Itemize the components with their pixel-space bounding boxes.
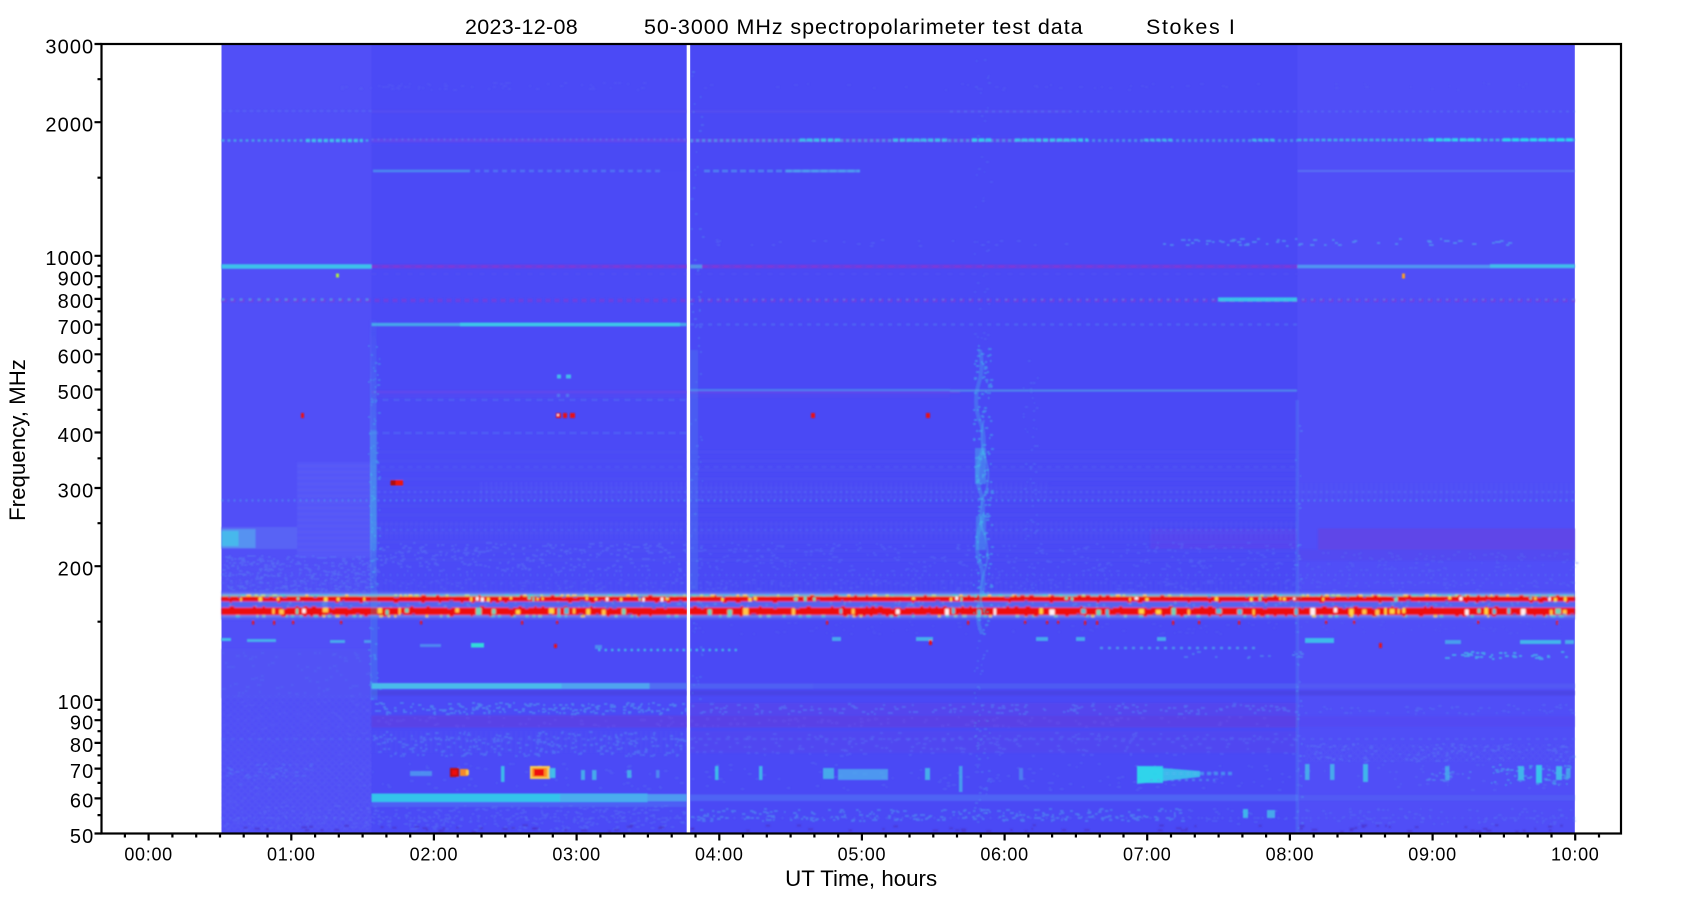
svg-text:2023-12-08: 2023-12-08 [465, 15, 578, 39]
svg-text:2000: 2000 [45, 114, 94, 136]
svg-text:300: 300 [58, 480, 95, 502]
svg-text:10:00: 10:00 [1551, 845, 1600, 865]
svg-text:3000: 3000 [45, 36, 94, 58]
svg-text:800: 800 [58, 291, 95, 313]
svg-text:01:00: 01:00 [267, 845, 316, 865]
svg-text:600: 600 [58, 347, 95, 369]
svg-text:50-3000 MHz spectropolarimeter: 50-3000 MHz spectropolarimeter test data [644, 15, 1084, 39]
svg-text:1000: 1000 [45, 248, 94, 270]
svg-text:04:00: 04:00 [695, 845, 744, 865]
svg-text:Frequency, MHz: Frequency, MHz [5, 359, 30, 521]
svg-text:09:00: 09:00 [1408, 845, 1457, 865]
svg-text:100: 100 [58, 692, 95, 714]
svg-text:06:00: 06:00 [980, 845, 1029, 865]
svg-text:08:00: 08:00 [1266, 845, 1315, 865]
svg-text:00:00: 00:00 [124, 845, 173, 865]
svg-text:02:00: 02:00 [410, 845, 459, 865]
svg-text:Stokes I: Stokes I [1146, 15, 1236, 39]
svg-text:UT Time, hours: UT Time, hours [785, 866, 937, 891]
svg-text:900: 900 [58, 268, 95, 290]
svg-text:05:00: 05:00 [838, 845, 887, 865]
svg-text:80: 80 [70, 735, 94, 757]
svg-text:07:00: 07:00 [1123, 845, 1172, 865]
svg-text:400: 400 [58, 425, 95, 447]
svg-text:70: 70 [70, 761, 94, 783]
svg-text:700: 700 [58, 317, 95, 339]
svg-text:60: 60 [70, 791, 94, 813]
svg-text:90: 90 [70, 712, 94, 734]
svg-text:500: 500 [58, 382, 95, 404]
svg-text:50: 50 [70, 826, 94, 848]
svg-text:03:00: 03:00 [552, 845, 601, 865]
svg-text:200: 200 [58, 558, 95, 580]
